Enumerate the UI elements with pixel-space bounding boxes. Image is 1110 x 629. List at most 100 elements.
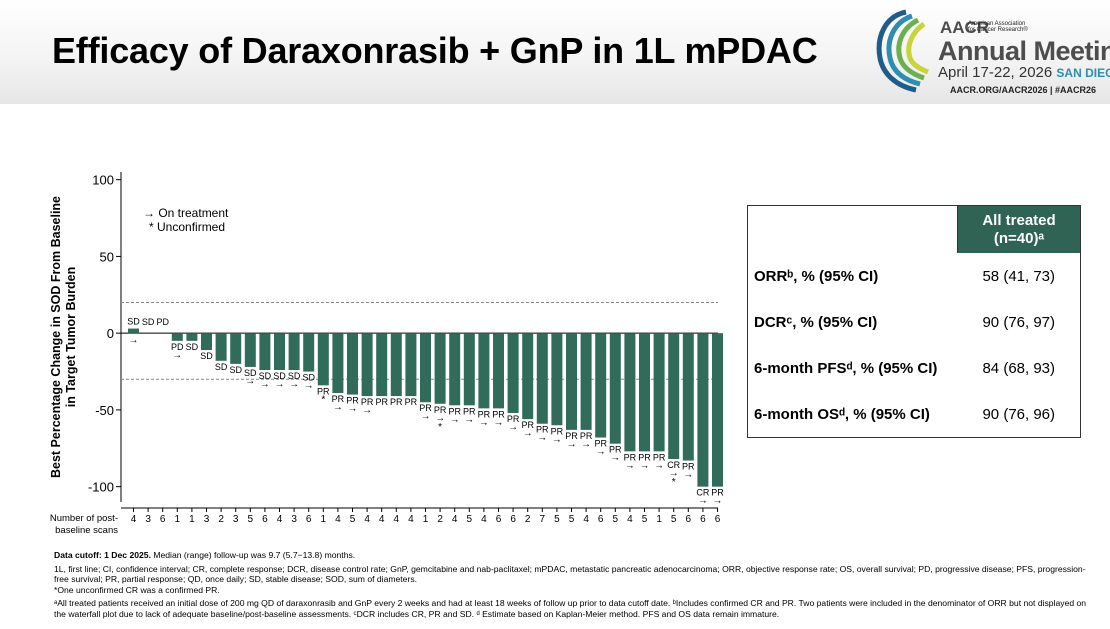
waterfall-bar [507,333,519,413]
on-treatment-arrow: → [523,428,533,439]
details-note: ᵃAll treated patients received an initia… [54,598,1087,619]
waterfall-bar [390,333,402,397]
y-tick-label: -100 [88,480,114,495]
waterfall-bar [551,333,563,426]
response-label: SD [288,371,301,381]
response-label: PR [551,426,564,436]
unconfirmed-marker: * [672,477,676,488]
scan-count: 3 [145,514,151,525]
waterfall-bar [624,333,636,452]
waterfall-chart: → On treatment* Unconfirmed Best Percenta… [49,172,724,536]
scan-count: 1 [175,514,181,525]
on-treatment-arrow: → [610,453,620,464]
table-row-value: 58 (41, 73) [982,267,1056,285]
table-header-row: All treated (n=40)ᵃ [747,205,1081,253]
waterfall-bar [215,333,227,361]
on-treatment-arrow: → [508,422,518,433]
scan-count: 5 [248,514,254,525]
aacr-logo-swirl-icon [876,9,929,93]
scan-count: 4 [583,514,589,525]
response-label: SD [200,351,213,361]
response-label: SD [142,317,155,327]
response-label: PR [638,452,651,462]
table-row-value: 84 (68, 93) [982,359,1056,377]
response-label: PR [536,425,549,435]
scan-count: 1 [321,514,327,525]
waterfall-bar [566,333,577,430]
scan-count: 7 [540,514,546,525]
scan-count: 6 [262,514,268,525]
logo-aacr-text: AACR [940,18,990,37]
on-treatment-arrow: → [698,496,708,507]
waterfall-bar [463,333,475,406]
on-treatment-arrow: → [275,379,285,390]
scan-count: 2 [437,514,443,525]
waterfall-bar [347,333,358,395]
response-label: SD [127,317,140,327]
footnotes: Data cutoff: 1 Dec 2025. Median (range) … [54,550,1094,619]
legend-unconfirmed: * Unconfirmed [149,220,225,234]
waterfall-bar [186,333,198,341]
scan-count: 6 [700,514,706,525]
on-treatment-arrow: → [172,350,182,361]
scan-count: 5 [671,514,677,525]
scan-count: 4 [379,514,385,525]
scan-count: 6 [715,514,721,525]
waterfall-bar [536,333,548,424]
response-label: SD [273,371,286,381]
waterfall-bar [128,328,139,334]
on-treatment-arrow: → [669,468,679,479]
waterfall-bar [580,333,592,430]
on-treatment-arrow: → [348,404,358,415]
on-treatment-arrow: → [362,405,372,416]
response-label: PR [624,452,637,462]
scan-count: 4 [481,514,487,525]
on-treatment-arrow: → [304,381,314,392]
scan-count: 5 [554,514,560,525]
logo-event-name: Annual Meeting [938,36,1110,66]
response-label: PR [463,406,476,416]
waterfall-bar [317,333,329,386]
scan-count: 4 [627,514,633,525]
waterfall-bar [274,333,285,370]
scan-count: 5 [569,514,575,525]
slide-title: Efficacy of Daraxonrasib + GnP in 1L mPD… [52,30,818,71]
efficacy-table: All treated (n=40)ᵃ ORRᵇ, % (95% CI) 58 (… [747,205,1081,438]
scan-count: 6 [160,514,166,525]
response-label: PD [156,317,169,327]
waterfall-bar [230,333,242,364]
scan-count: 1 [189,514,195,525]
y-tick-label: 100 [92,173,114,188]
on-treatment-arrow: → [479,417,489,428]
waterfall-bar [609,333,621,444]
response-label: PR [332,394,345,404]
table-row: ORRᵇ, % (95% CI) 58 (41, 73) [748,253,1081,299]
response-label: PR [565,431,578,441]
response-label: SD [259,371,272,381]
response-label: SD [215,362,228,372]
scan-count: 4 [277,514,283,525]
logo-url: AACR.ORG/AACR2026 | #AACR26 [950,85,1097,95]
response-label: PR [580,431,593,441]
response-label: PR [390,397,403,407]
on-treatment-arrow: → [333,402,343,413]
scan-count: 3 [291,514,297,525]
scan-count: 2 [525,514,531,525]
scan-count: 4 [131,514,137,525]
scan-count: 6 [496,514,502,525]
response-label: PR [317,386,330,396]
unconfirmed-cr-note: *One unconfirmed CR was a confirmed PR. [54,584,220,595]
response-label: PR [448,406,461,416]
on-treatment-arrow: → [464,414,474,425]
response-label: PR [478,409,491,419]
y-tick-label: 50 [100,249,114,264]
response-label: SD [302,373,315,383]
response-label: PR [346,396,359,406]
waterfall-bar [712,333,723,487]
on-treatment-arrow: → [625,460,635,471]
legend-on-treatment: → On treatment [143,206,229,220]
scan-count: 5 [642,514,648,525]
response-label: SD [229,365,242,375]
waterfall-bar [376,333,388,397]
scan-count: 1 [423,514,429,525]
